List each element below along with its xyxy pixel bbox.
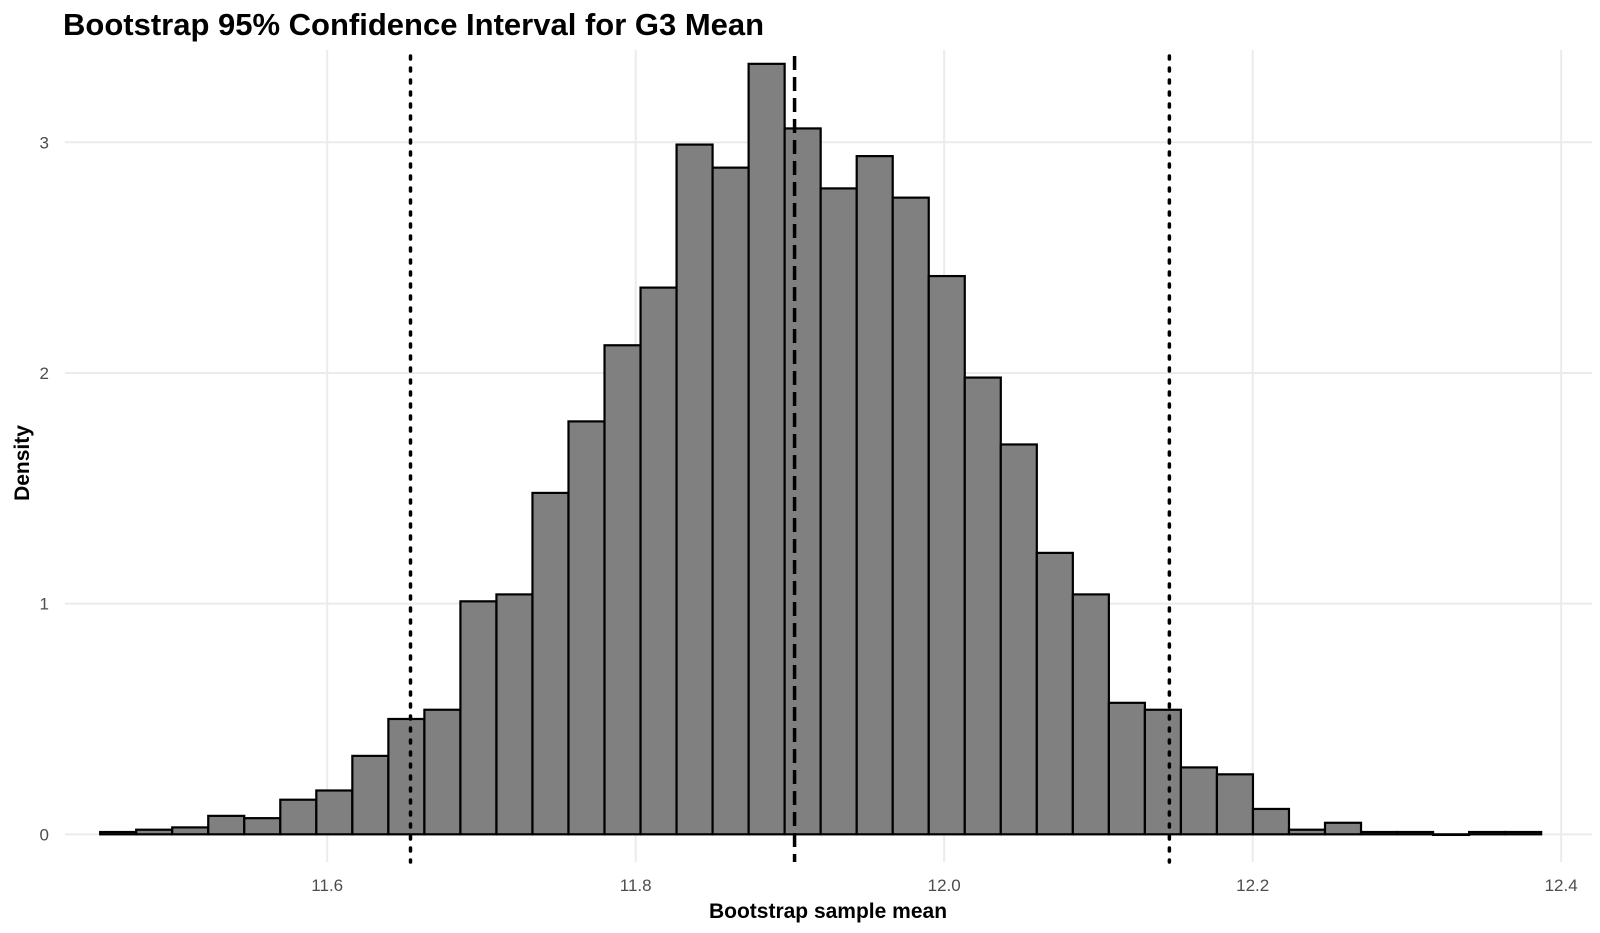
chart-title: Bootstrap 95% Confidence Interval for G3…	[63, 7, 764, 42]
x-axis-title: Bootstrap sample mean	[709, 900, 947, 923]
histogram-bar	[567, 420, 606, 836]
histogram-bar	[1287, 828, 1327, 836]
x-tick-label: 12.4	[1545, 876, 1578, 895]
histogram-bar	[423, 708, 462, 836]
histogram-bar	[1431, 833, 1471, 837]
histogram-bar	[783, 127, 822, 836]
histogram-bar	[927, 274, 966, 836]
y-axis-title: Density	[11, 425, 34, 501]
reference-lines	[408, 54, 1172, 864]
histogram-bar	[1179, 766, 1219, 836]
histogram-bar	[1359, 830, 1399, 836]
histogram-bar	[999, 443, 1038, 836]
x-tick-label: 11.6	[311, 876, 343, 895]
histogram-bar	[1143, 708, 1183, 836]
x-axis-ticks: 11.6 11.8 12.0 12.2 12.4	[311, 876, 1577, 895]
y-axis-ticks: 0 1 2 3	[40, 133, 49, 844]
histogram-bar	[351, 754, 390, 836]
histogram-bar	[1251, 807, 1291, 836]
x-tick-label: 11.8	[620, 876, 652, 895]
histogram-bar	[819, 187, 858, 836]
histogram-bar	[135, 828, 174, 836]
histogram-bar	[747, 62, 786, 836]
y-tick-label: 1	[40, 595, 49, 614]
histogram-bar	[279, 798, 318, 836]
histogram-bar	[675, 143, 714, 836]
x-tick-label: 12.0	[928, 876, 961, 895]
histogram-bar	[855, 155, 894, 836]
histogram-bar	[459, 600, 498, 836]
histogram-bar	[1035, 551, 1074, 836]
histogram-bar	[603, 344, 642, 836]
histogram-bar	[1395, 830, 1435, 836]
histogram-bars	[99, 62, 1543, 837]
x-tick-label: 12.2	[1236, 876, 1269, 895]
histogram-bar	[1071, 593, 1110, 836]
histogram-bar	[495, 593, 534, 836]
histogram-bar	[531, 491, 570, 836]
histogram-bar	[963, 376, 1002, 836]
histogram-bar	[711, 166, 750, 836]
y-tick-label: 3	[40, 133, 49, 152]
histogram-bar	[1215, 773, 1255, 836]
y-tick-label: 0	[40, 825, 49, 844]
histogram-bar	[207, 814, 246, 836]
histogram-bar	[1468, 830, 1507, 836]
histogram-bar	[1504, 830, 1543, 836]
histogram-bar	[243, 817, 282, 836]
histogram-bar	[171, 826, 210, 836]
y-tick-label: 2	[40, 364, 49, 383]
histogram-bar	[315, 789, 354, 836]
histogram-bar	[387, 717, 426, 836]
histogram-bar	[99, 830, 138, 836]
histogram-bar	[1323, 821, 1363, 836]
histogram-bar	[1107, 701, 1146, 836]
histogram-bar	[891, 196, 930, 836]
histogram-bar	[639, 286, 678, 836]
